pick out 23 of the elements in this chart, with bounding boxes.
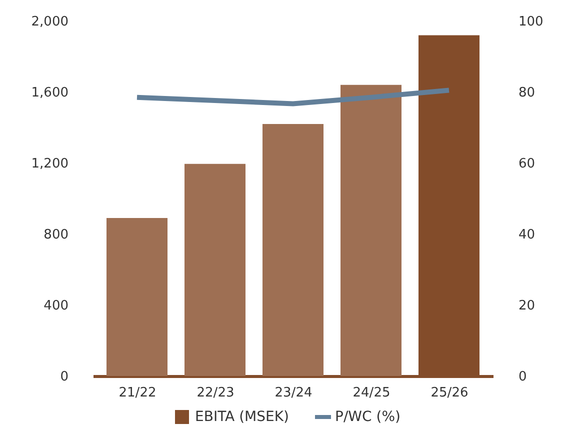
x-tick-label: 25/26 [430, 386, 468, 400]
y-tick-label: 0 [60, 370, 68, 384]
legend-label: EBITA (MSEK) [195, 409, 289, 425]
y2-tick-label: 20 [518, 298, 536, 314]
bar [184, 164, 246, 376]
bar [106, 218, 168, 376]
x-tick-label: 22/23 [196, 386, 234, 400]
y-tick-label: 400 [44, 298, 68, 314]
y2-tick-label: 60 [518, 156, 536, 172]
bar [262, 124, 324, 376]
y-tick-label: 800 [44, 228, 68, 242]
y-tick-label: 2,000 [31, 14, 68, 30]
y2-tick-label: 0 [518, 370, 527, 384]
x-tick-label: 21/22 [118, 386, 156, 400]
x-tick-label: 23/24 [274, 386, 312, 400]
bar [340, 84, 402, 376]
y2-tick-label: 80 [518, 86, 536, 100]
x-tick-label: 24/25 [352, 386, 390, 400]
y-tick-label: 1,600 [31, 86, 68, 100]
y2-tick-label: 100 [518, 14, 544, 30]
y-tick-label: 1,200 [31, 156, 68, 172]
y2-tick-label: 40 [518, 228, 536, 242]
legend-label: P/WC (%) [335, 409, 400, 425]
